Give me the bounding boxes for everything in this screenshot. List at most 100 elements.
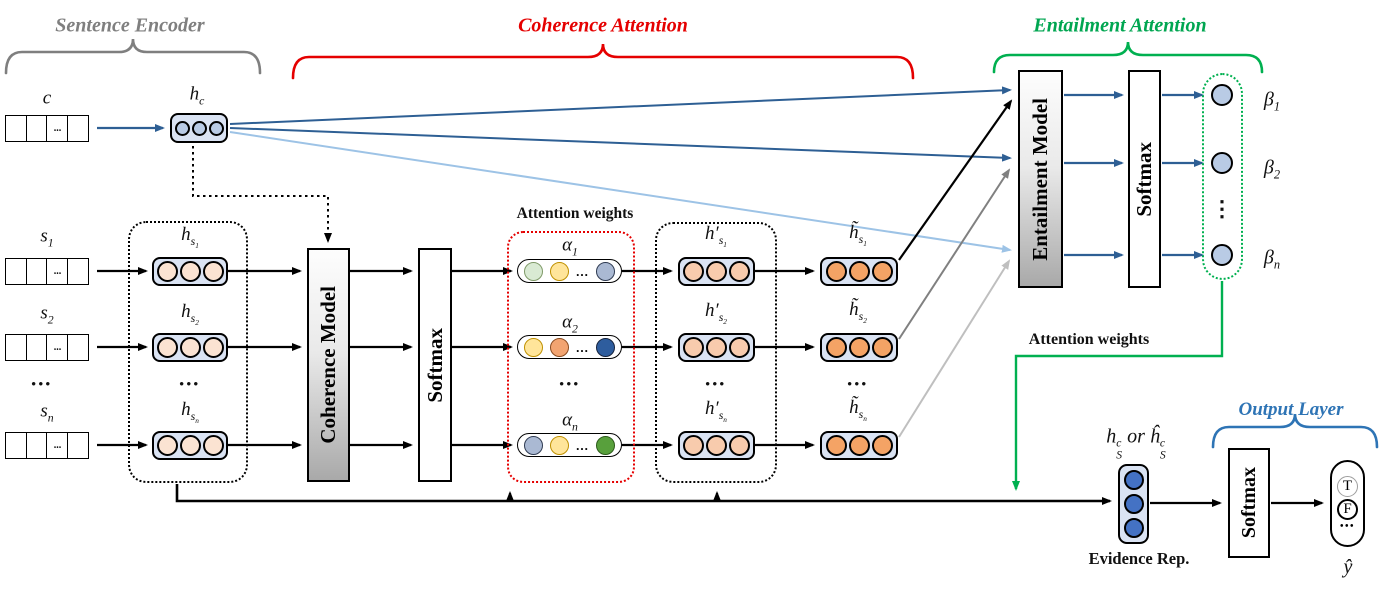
hidden-state-hpn (678, 431, 755, 460)
entailment-softmax-label: Softmax (1132, 141, 1156, 217)
arrow-htn-entail (898, 259, 1011, 438)
unit-circle (825, 435, 847, 456)
unit-circle (683, 435, 704, 456)
section-title-entailment-attention: Entailment Attention (1033, 14, 1207, 37)
ellipsis-classes: ••• (1339, 520, 1355, 532)
input-vector-s1: ... (5, 258, 90, 285)
label-sn: sn (40, 400, 54, 425)
unit-circle (202, 337, 224, 358)
weight-circle (524, 261, 544, 281)
input-cell (5, 334, 28, 361)
unit-circle (729, 435, 750, 456)
label-yhat: ŷ (1343, 556, 1353, 578)
false-class-circle: F (1337, 498, 1358, 520)
unit-circle (179, 337, 201, 358)
input-cell-dots: ... (46, 115, 69, 142)
label-hsn: hsn (181, 398, 199, 425)
ellipsis-alpha: ••• (559, 376, 581, 391)
input-cell-dots: ... (46, 432, 69, 459)
ellipsis-ht: ••• (847, 376, 869, 391)
coherence-softmax-label: Softmax (422, 327, 447, 403)
hidden-state-hc (170, 113, 228, 143)
output-softmax-label: Softmax (1237, 467, 1260, 539)
unit-circle (1123, 494, 1144, 514)
hidden-state-ht2 (820, 333, 898, 362)
section-title-coherence-attention: Coherence Attention (518, 14, 688, 37)
unit-circle (191, 120, 207, 136)
unit-circle (174, 120, 190, 136)
hidden-state-hs2 (152, 333, 228, 362)
weight-circle (550, 261, 570, 281)
unit-circle (848, 261, 870, 282)
coherence-softmax-block: Softmax (418, 248, 452, 482)
section-title-sentence-encoder: Sentence Encoder (55, 14, 205, 37)
arrow-ht2-entail (898, 168, 1011, 340)
unit-circle (706, 337, 727, 358)
input-cell (25, 258, 49, 285)
entailment-model-label: Entailment Model (1028, 97, 1052, 261)
evidence-bus-line (175, 484, 1112, 505)
coherence-model-label: Coherence Model (316, 286, 340, 444)
sentence-hidden-group (128, 221, 248, 483)
input-cell-dots: ... (46, 334, 69, 361)
attention-weights-entailment-label: Attention weights (1028, 331, 1150, 348)
label-s2: s2 (40, 302, 54, 327)
label-alphan: αn (562, 409, 578, 434)
coherence-model-block: Coherence Model (307, 248, 350, 482)
unit-circle (156, 435, 178, 456)
weight-circle (595, 261, 615, 281)
arrow-ht1-entail (898, 99, 1013, 261)
label-beta1: β1 (1263, 88, 1281, 114)
entailment-softmax-block: Softmax (1128, 70, 1161, 288)
prediction-capsule: T F ••• (1330, 460, 1365, 547)
weight-circle (524, 337, 544, 357)
label-ht1: h̃s1 (849, 221, 867, 248)
unit-circle (825, 261, 847, 282)
input-cell (66, 115, 90, 142)
unit-circle (871, 261, 893, 282)
input-cell (25, 334, 49, 361)
brace-coherence-attention (291, 43, 915, 80)
unit-circle (202, 261, 224, 282)
label-hs1: hs1 (181, 223, 199, 250)
label-betan: βn (1263, 246, 1281, 272)
input-cell (66, 432, 90, 459)
label-hp1: h′s1 (705, 222, 727, 249)
beta-circle-n (1211, 244, 1233, 266)
unit-circle (1123, 518, 1144, 538)
hidden-state-htn (820, 431, 898, 460)
input-cell (5, 115, 28, 142)
ellipsis-inline: ... (576, 263, 589, 279)
label-alpha2: α2 (562, 311, 578, 336)
input-cell (25, 432, 49, 459)
weighted-hidden-group (655, 222, 777, 483)
input-cell (5, 432, 28, 459)
input-cell (5, 258, 28, 285)
alpha2-weights: ... (517, 335, 622, 359)
label-hs2: hs2 (181, 300, 199, 327)
alphan-weights: ... (517, 433, 622, 457)
weight-circle (524, 435, 544, 455)
arrow-hc-entail-1 (229, 86, 1012, 125)
arrow-hc-entail-2 (229, 127, 1012, 162)
unit-circle (156, 337, 178, 358)
label-ht2: h̃s2 (849, 298, 867, 325)
unit-circle (156, 261, 178, 282)
weight-circle (550, 337, 570, 357)
unit-circle (706, 261, 727, 282)
input-cell (25, 115, 49, 142)
hidden-state-hp1 (678, 257, 755, 286)
unit-circle (825, 337, 847, 358)
alpha1-weights: ... (517, 259, 622, 283)
hidden-state-hsn (152, 431, 228, 460)
beta-circle-2 (1211, 152, 1233, 174)
hidden-state-hs1 (152, 257, 228, 286)
hidden-state-ht1 (820, 257, 898, 286)
brace-entailment-attention (992, 41, 1264, 74)
evidence-representation (1118, 464, 1149, 544)
unit-circle (208, 120, 224, 136)
weight-circle (595, 337, 615, 357)
unit-circle (706, 435, 727, 456)
